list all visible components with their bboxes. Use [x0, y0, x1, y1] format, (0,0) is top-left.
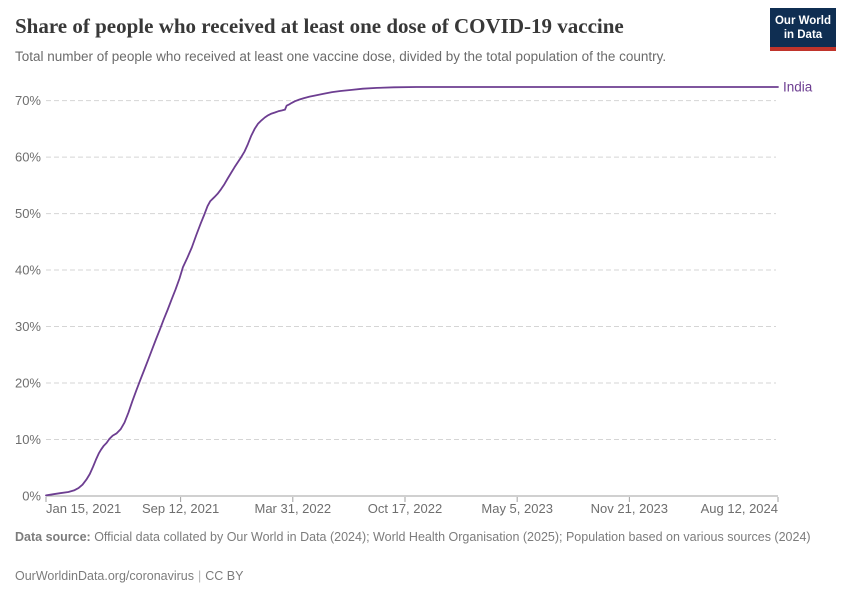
- y-tick-label-0: 0%: [22, 489, 41, 504]
- data-source-text: Official data collated by Our World in D…: [90, 530, 811, 544]
- x-tick-label: May 5, 2023: [481, 501, 553, 516]
- owid-logo-line2: in Data: [783, 29, 823, 42]
- footer-separator: |: [198, 569, 202, 583]
- x-tick-label: Mar 31, 2022: [254, 501, 331, 516]
- owid-logo: Our World in Data: [770, 8, 836, 52]
- data-source-note: Data source: Official data collated by O…: [15, 529, 825, 546]
- x-tick-label: Jan 15, 2021: [46, 501, 121, 516]
- y-tick-label-10: 10%: [15, 432, 41, 447]
- series-label-india: India: [783, 80, 813, 95]
- owid-logo-line1: Our World: [774, 15, 831, 27]
- data-source-label: Data source:: [15, 530, 91, 544]
- y-tick-label-30: 30%: [15, 319, 41, 334]
- y-tick-label-20: 20%: [15, 376, 41, 391]
- x-tick-label: Oct 17, 2022: [368, 501, 442, 516]
- origin-url-link[interactable]: OurWorldinData.org/coronavirus: [15, 569, 195, 583]
- india-line: [45, 86, 779, 497]
- x-tick-label: Nov 21, 2023: [591, 501, 668, 516]
- x-tick-label: Aug 12, 2024: [701, 501, 778, 516]
- y-tick-label-50: 50%: [15, 206, 41, 221]
- x-tick-label: Sep 12, 2021: [142, 501, 219, 516]
- license-link[interactable]: CC BY: [205, 569, 244, 583]
- y-tick-label-40: 40%: [15, 263, 41, 278]
- chart-title: Share of people who received at least on…: [15, 14, 624, 38]
- y-tick-label-70: 70%: [15, 93, 41, 108]
- footer-links: OurWorldinData.org/coronavirus | CC BY: [15, 569, 243, 583]
- chart-subtitle: Total number of people who received at l…: [15, 49, 667, 64]
- y-tick-label-60: 60%: [15, 150, 41, 165]
